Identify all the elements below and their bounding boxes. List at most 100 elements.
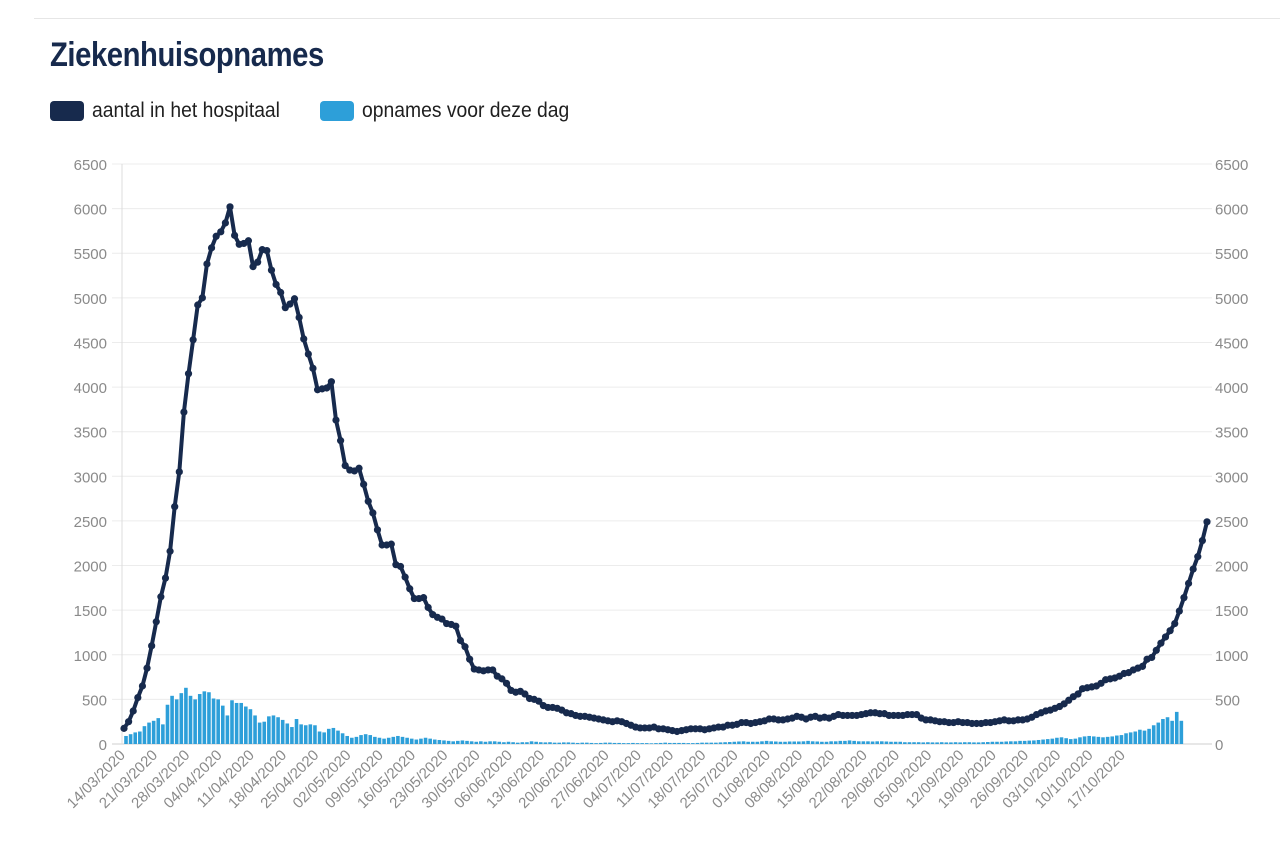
admissions-bar [142, 726, 147, 744]
hospital-point [369, 509, 377, 517]
admissions-bar [797, 741, 801, 744]
admissions-bar [686, 743, 691, 744]
admissions-bar [792, 741, 797, 744]
admissions-bar [783, 741, 787, 744]
hospital-point [332, 416, 340, 424]
admissions-bar [654, 743, 658, 744]
admissions-bar [322, 732, 326, 744]
admissions-bar [1124, 733, 1128, 744]
admissions-bar [820, 741, 824, 744]
admissions-bar [829, 741, 833, 744]
hospital-point [175, 468, 183, 476]
hospital-point [272, 280, 280, 289]
hospital-point [221, 219, 229, 227]
hospital-point [184, 370, 193, 378]
admissions-bar [1050, 738, 1055, 744]
hospital-point [452, 622, 460, 630]
hospital-point [1148, 653, 1156, 662]
admissions-bar [174, 699, 179, 744]
admissions-bar [843, 740, 847, 744]
admissions-bar [806, 740, 810, 744]
admissions-bar [760, 741, 764, 744]
admissions-bar [373, 736, 377, 744]
admissions-bar [207, 692, 211, 744]
y-tick-label-left: 3000 [74, 469, 107, 486]
admissions-bar [184, 687, 188, 744]
admissions-bar [1147, 728, 1151, 744]
admissions-bar [253, 715, 257, 744]
legend-item-hospital[interactable]: aantal in het hospitaal [50, 99, 296, 123]
admissions-bar [460, 740, 465, 744]
hospital-point [143, 664, 151, 672]
admissions-bar [571, 742, 575, 744]
admissions-bar [838, 740, 843, 744]
admissions-bar [1087, 735, 1091, 744]
admissions-bar [907, 742, 912, 744]
legend-label-admissions: opnames voor deze dag [362, 99, 570, 122]
hospital-point [489, 666, 497, 674]
legend-item-admissions[interactable]: opnames voor deze dag [320, 99, 587, 123]
admissions-bar [179, 693, 184, 744]
admissions-bar [188, 695, 193, 744]
hospital-point [1138, 662, 1147, 670]
admissions-bar [1036, 739, 1041, 744]
admissions-bar [511, 742, 515, 744]
admissions-bar [469, 741, 474, 744]
admissions-bar [1110, 736, 1115, 744]
admissions-bar [1022, 740, 1027, 744]
y-tick-label-left: 500 [82, 692, 107, 709]
admissions-bar [815, 741, 820, 744]
y-tick-label-right: 6500 [1215, 157, 1248, 174]
admissions-bar [700, 742, 704, 744]
admissions-bar [497, 741, 502, 744]
admissions-bar [727, 742, 732, 744]
hospital-point [207, 244, 216, 252]
admissions-bar [626, 743, 631, 744]
y-tick-label-right: 4500 [1215, 335, 1248, 352]
y-tick-label-left: 6000 [74, 202, 107, 219]
admissions-bar [658, 742, 663, 744]
legend-swatch-hospital [50, 101, 84, 121]
admissions-bar [1119, 735, 1124, 744]
admissions-bar [1165, 717, 1170, 744]
admissions-bar [257, 722, 262, 744]
admissions-bar [921, 742, 926, 744]
admissions-bar [1068, 739, 1073, 744]
admissions-bar [244, 706, 248, 744]
admissions-bar [317, 731, 322, 744]
hospital-point [161, 574, 170, 582]
hospital-point [309, 364, 317, 372]
admissions-bar [234, 702, 239, 744]
hospital-point [203, 260, 211, 268]
admissions-bar [442, 740, 446, 744]
hospital-point [226, 203, 234, 211]
y-tick-label-left: 0 [99, 737, 107, 754]
y-tick-label-right: 3500 [1215, 425, 1248, 442]
admissions-bar [810, 741, 815, 744]
admissions-bar [520, 742, 525, 744]
admissions-bar [1170, 720, 1174, 744]
admissions-bar [220, 705, 225, 744]
admissions-bar [419, 738, 423, 744]
admissions-bar [714, 742, 718, 744]
hospital-point [1157, 639, 1165, 647]
admissions-bar [668, 742, 672, 744]
admissions-bar [368, 735, 373, 744]
admissions-bar [359, 735, 363, 744]
admissions-bar [801, 741, 806, 744]
hospital-point [1171, 619, 1179, 628]
admissions-bar [589, 742, 594, 744]
admissions-bar [386, 737, 391, 744]
admissions-bar [1027, 740, 1032, 744]
admissions-bar [737, 741, 741, 744]
admissions-bar [566, 742, 571, 744]
admissions-bar [138, 731, 142, 744]
admissions-bar [930, 742, 935, 744]
admissions-bar [1133, 731, 1138, 744]
admissions-bar [340, 733, 345, 744]
admissions-bar [972, 742, 976, 744]
admissions-bar [276, 717, 280, 744]
admissions-bar [1013, 741, 1018, 744]
admissions-bar [400, 736, 405, 744]
hospital-point [419, 594, 428, 602]
